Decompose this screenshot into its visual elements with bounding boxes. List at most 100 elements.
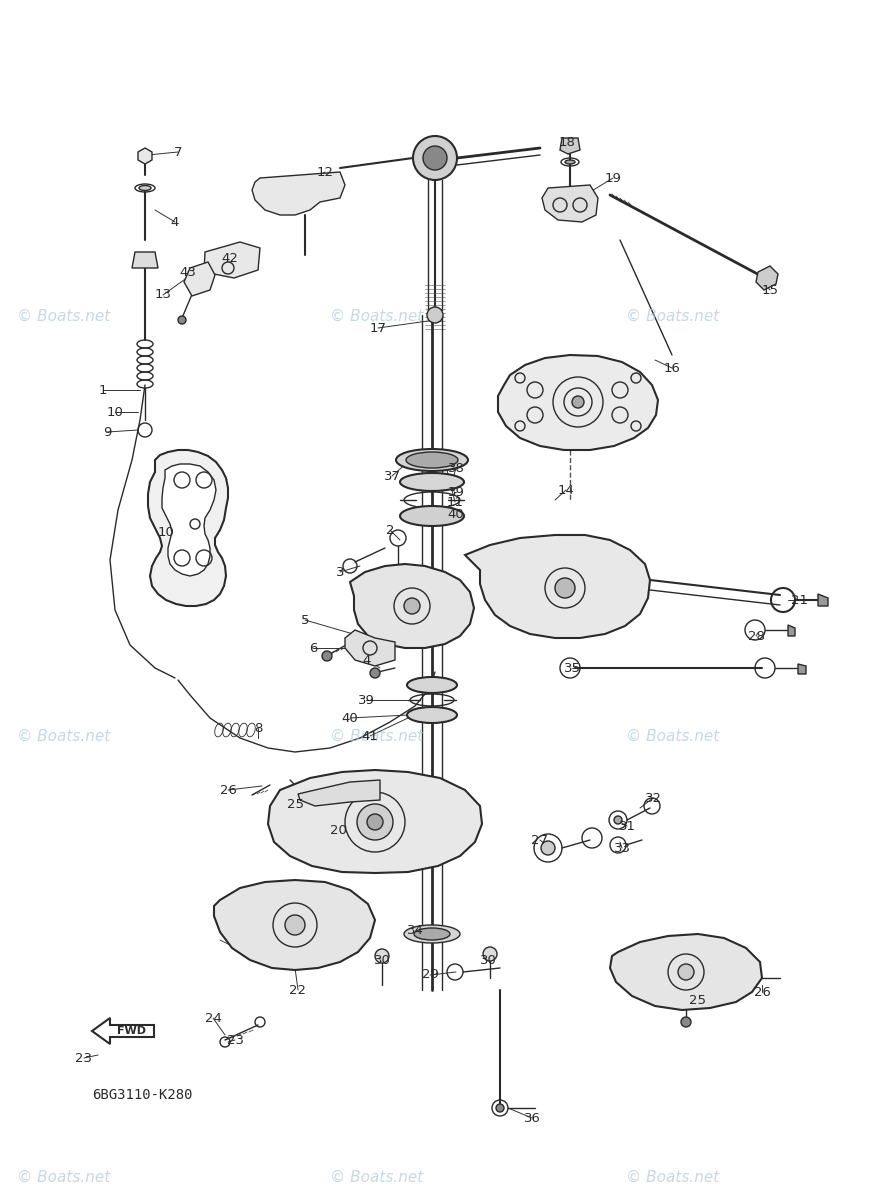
Text: 43: 43 <box>180 265 196 278</box>
Circle shape <box>681 1018 691 1027</box>
Text: 25: 25 <box>287 798 303 810</box>
Text: 2: 2 <box>386 523 395 536</box>
Text: © Boats.net: © Boats.net <box>330 728 423 744</box>
Polygon shape <box>350 564 474 648</box>
Circle shape <box>483 947 497 961</box>
Ellipse shape <box>139 186 151 191</box>
Text: 42: 42 <box>222 252 238 264</box>
Text: 12: 12 <box>316 166 334 179</box>
Text: 1: 1 <box>99 384 107 396</box>
Circle shape <box>375 949 389 962</box>
Polygon shape <box>818 594 828 606</box>
Text: 39: 39 <box>357 694 375 707</box>
Text: 36: 36 <box>523 1111 541 1124</box>
Text: 6BG3110-K280: 6BG3110-K280 <box>92 1088 193 1102</box>
Circle shape <box>427 307 443 323</box>
Text: 17: 17 <box>369 322 387 335</box>
Polygon shape <box>756 266 778 290</box>
Polygon shape <box>138 148 152 164</box>
Polygon shape <box>132 252 158 268</box>
Text: 25: 25 <box>689 994 706 1007</box>
Circle shape <box>322 650 332 661</box>
Polygon shape <box>465 535 650 638</box>
Polygon shape <box>268 770 482 874</box>
Polygon shape <box>214 880 375 970</box>
Text: 9: 9 <box>103 426 111 438</box>
Ellipse shape <box>400 506 464 526</box>
Text: 41: 41 <box>362 730 378 743</box>
Text: 14: 14 <box>558 484 574 497</box>
Text: © Boats.net: © Boats.net <box>626 728 719 744</box>
Text: © Boats.net: © Boats.net <box>330 308 423 324</box>
Ellipse shape <box>407 707 457 722</box>
Polygon shape <box>148 450 228 606</box>
Text: 11: 11 <box>447 496 463 509</box>
Circle shape <box>541 841 555 854</box>
Text: 4: 4 <box>363 654 371 666</box>
Text: © Boats.net: © Boats.net <box>626 1169 719 1184</box>
Text: 40: 40 <box>448 508 464 521</box>
Circle shape <box>423 146 447 170</box>
Text: 23: 23 <box>227 1033 243 1046</box>
Text: © Boats.net: © Boats.net <box>17 728 110 744</box>
Polygon shape <box>345 630 395 666</box>
Polygon shape <box>498 355 658 450</box>
Text: 26: 26 <box>753 985 771 998</box>
Text: 27: 27 <box>532 834 548 846</box>
Ellipse shape <box>406 452 458 468</box>
Text: 10: 10 <box>157 526 175 539</box>
Text: 28: 28 <box>747 630 765 642</box>
Text: 7: 7 <box>174 145 182 158</box>
Text: 6: 6 <box>308 642 317 654</box>
Polygon shape <box>542 185 598 222</box>
Text: 24: 24 <box>204 1012 222 1025</box>
Text: © Boats.net: © Boats.net <box>17 308 110 324</box>
Circle shape <box>178 316 186 324</box>
Text: 3: 3 <box>335 565 344 578</box>
Circle shape <box>496 1104 504 1112</box>
Circle shape <box>614 816 622 824</box>
Text: 21: 21 <box>792 594 808 606</box>
Text: 8: 8 <box>254 721 262 734</box>
Text: 30: 30 <box>480 954 496 966</box>
Text: 20: 20 <box>329 823 347 836</box>
Text: 34: 34 <box>407 924 423 936</box>
Polygon shape <box>204 242 260 278</box>
Polygon shape <box>184 262 215 296</box>
Text: 13: 13 <box>155 288 171 301</box>
Polygon shape <box>252 172 345 215</box>
Ellipse shape <box>407 677 457 692</box>
Text: 29: 29 <box>421 968 439 982</box>
Text: 40: 40 <box>342 712 358 725</box>
Text: 10: 10 <box>107 406 123 419</box>
Polygon shape <box>298 780 380 806</box>
Ellipse shape <box>414 928 450 940</box>
Text: © Boats.net: © Boats.net <box>17 1169 110 1184</box>
Text: 19: 19 <box>605 172 621 185</box>
Circle shape <box>367 814 383 830</box>
Text: 38: 38 <box>448 462 464 474</box>
Text: 39: 39 <box>448 486 464 498</box>
Text: © Boats.net: © Boats.net <box>626 308 719 324</box>
Circle shape <box>572 396 584 408</box>
Text: 26: 26 <box>220 784 236 797</box>
Circle shape <box>678 964 694 980</box>
Text: 22: 22 <box>289 984 307 996</box>
Text: 15: 15 <box>761 283 779 296</box>
Ellipse shape <box>400 473 464 491</box>
Text: 32: 32 <box>645 792 661 804</box>
Text: 23: 23 <box>76 1051 92 1064</box>
Text: 31: 31 <box>619 820 635 833</box>
Circle shape <box>285 914 305 935</box>
Text: 37: 37 <box>383 469 401 482</box>
Text: 4: 4 <box>171 216 179 228</box>
Polygon shape <box>798 664 806 674</box>
Circle shape <box>404 598 420 614</box>
Polygon shape <box>788 625 795 636</box>
Polygon shape <box>610 934 762 1010</box>
Text: FWD: FWD <box>117 1026 147 1036</box>
Text: 5: 5 <box>301 613 309 626</box>
Text: 33: 33 <box>614 841 631 854</box>
Ellipse shape <box>396 449 468 470</box>
Text: 18: 18 <box>559 136 575 149</box>
